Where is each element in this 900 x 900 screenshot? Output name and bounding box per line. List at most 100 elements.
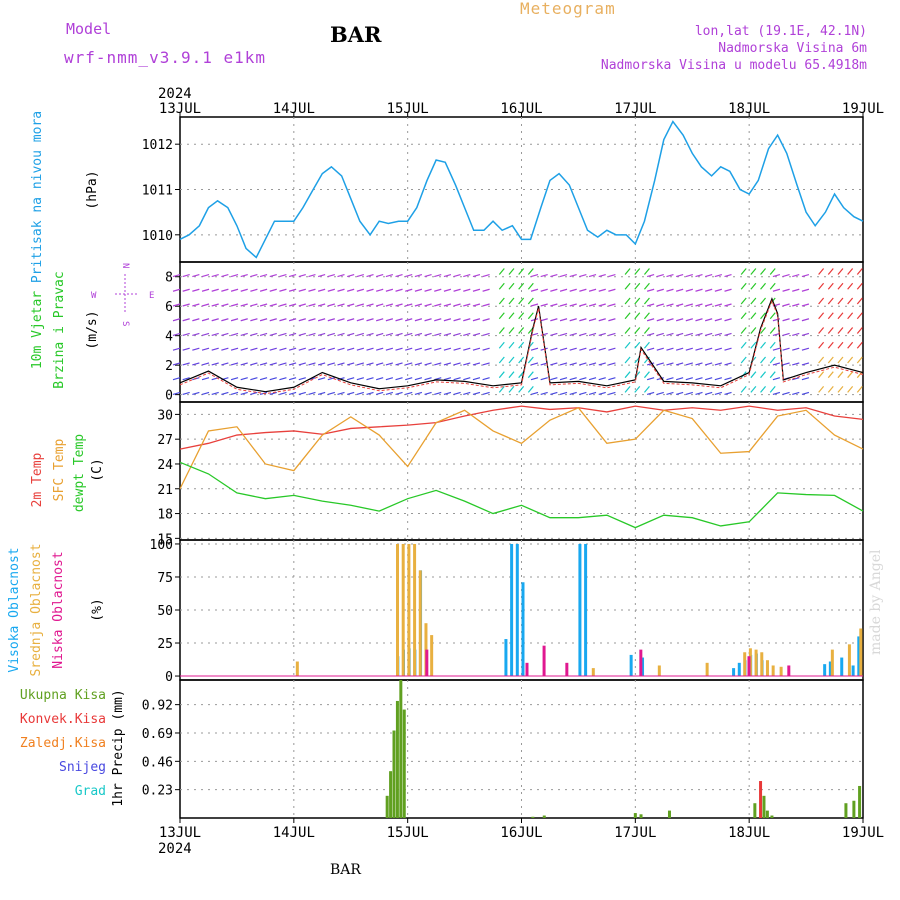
wind-barb (508, 356, 515, 364)
wind-barb (827, 268, 834, 275)
wind-barb (182, 377, 190, 381)
wind-barb (317, 347, 326, 351)
wind-barb (414, 318, 423, 322)
wind-barb (530, 377, 539, 381)
wind-barb (269, 303, 277, 307)
wind-barb (705, 377, 713, 381)
wind-barb (240, 362, 248, 366)
wind-barb (856, 297, 863, 305)
wind-barb (598, 303, 606, 307)
wind-barb (508, 341, 515, 349)
wind-barb (482, 318, 490, 322)
cloud-bar-mid (859, 628, 863, 677)
wind-barb (508, 282, 515, 290)
wind-barb (443, 362, 452, 366)
wind-barb (666, 318, 674, 322)
wind-barb (385, 288, 394, 292)
wind-barb (569, 303, 577, 307)
wind-barb (443, 347, 452, 351)
wind-barb (646, 288, 655, 292)
wind-barb (714, 332, 723, 337)
wind-barb (327, 318, 335, 322)
wind-barb (769, 282, 776, 290)
wind-barb (837, 327, 844, 334)
wind-barb (498, 341, 505, 349)
wind-barb (337, 347, 345, 351)
wind-barb (760, 297, 767, 305)
wind-barb (559, 303, 568, 307)
wind-barb (827, 282, 834, 290)
wind-barb (385, 273, 394, 278)
wind-barb (559, 318, 568, 322)
wind-barb (172, 391, 181, 395)
wind-barb (453, 347, 461, 351)
wind-barb (443, 377, 452, 381)
wind-barb (259, 347, 268, 351)
wind-barb (579, 347, 587, 351)
wind-barb (308, 347, 316, 351)
wind-barb (724, 332, 732, 337)
wind-barb (714, 347, 723, 351)
wind-barb (656, 347, 664, 351)
wind-barb (856, 327, 863, 334)
wind-barb (230, 362, 239, 366)
wind-barb (588, 332, 597, 337)
wind-barb (801, 362, 810, 366)
wind-barb (182, 332, 190, 337)
cloud-bar-mid (401, 543, 405, 677)
wind-barb (453, 303, 461, 307)
wind-barb (559, 288, 568, 292)
wind-barb (643, 327, 650, 334)
wind-barb (308, 332, 316, 337)
wind-barb (685, 318, 693, 322)
wind-barb (317, 332, 326, 337)
wind-barb (550, 391, 558, 395)
wind-barb (656, 362, 664, 366)
wind-barb (308, 362, 316, 366)
wind-barb (675, 318, 684, 322)
wind-barb (818, 312, 825, 320)
wind-barb (559, 377, 568, 381)
cloud-bar-high (732, 668, 736, 677)
wind-barb (750, 312, 757, 320)
wind-barb (540, 332, 548, 337)
wind-barb (405, 391, 413, 395)
wind-barb (530, 347, 539, 351)
wind-barb (588, 303, 597, 307)
wind-barb (827, 341, 834, 349)
wind-barb (463, 318, 471, 322)
cloud-bar-low (542, 645, 546, 677)
cloud-bar-mid (657, 665, 661, 677)
wind-barb (269, 273, 277, 278)
wind-barb (685, 303, 693, 307)
compass-south-label: S (120, 321, 130, 326)
wind-barb (714, 273, 723, 278)
wind-barb (443, 303, 452, 307)
wind-barb (405, 347, 413, 351)
wind-barb (172, 288, 181, 292)
wind-barb (837, 356, 844, 364)
wind-barb (472, 288, 481, 292)
y-tick-label: 18 (157, 508, 173, 523)
precip-bar (667, 810, 671, 818)
wind-barb (847, 282, 854, 290)
wind-barb (666, 332, 674, 337)
wind-barb (463, 303, 471, 307)
wind-barb (298, 318, 306, 322)
wind-barb (405, 318, 413, 322)
wind-barb (424, 273, 432, 278)
wind-barb (695, 318, 703, 322)
wind-barb (463, 362, 471, 366)
wind-barb (308, 391, 316, 395)
wind-barb (434, 347, 442, 351)
wind-barb (847, 356, 854, 364)
wind-barb (269, 288, 277, 292)
wind-barb (395, 362, 403, 366)
wind-barb (508, 327, 515, 334)
wind-barb (685, 391, 693, 395)
wind-barb (269, 332, 277, 337)
model-label: Model (66, 20, 112, 38)
x-tick-label-top: 16JUL (500, 101, 542, 117)
wind-barb (498, 312, 505, 320)
wind-barb (498, 282, 505, 290)
